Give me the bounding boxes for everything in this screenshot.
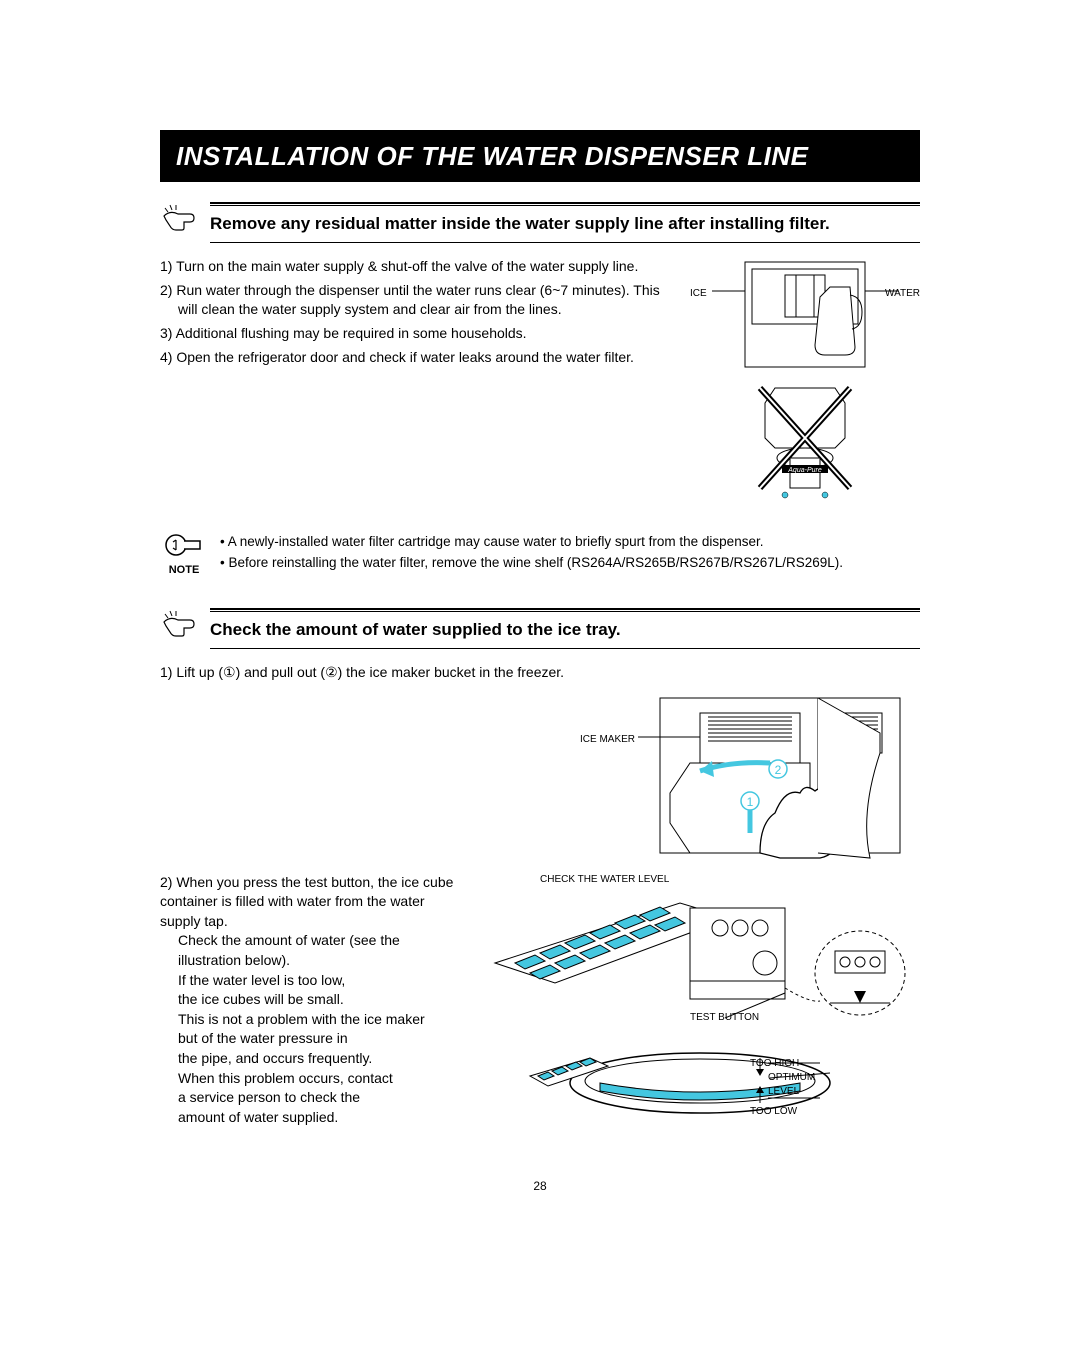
- test-button-label: TEST BUTTON: [690, 1011, 759, 1025]
- section1-body: 1) Turn on the main water supply & shut-…: [160, 257, 920, 503]
- page-title-bar: INSTALLATION OF THE WATER DISPENSER LINE: [160, 130, 920, 182]
- too-low-label: TOO LOW: [750, 1105, 797, 1119]
- filter-cross-icon: Aqua-Pure: [690, 383, 920, 503]
- too-high-label: TOO HIGH: [750, 1057, 799, 1071]
- note-row: NOTE • A newly-installed water filter ca…: [160, 533, 920, 578]
- step-item: 2) Run water through the dispenser until…: [160, 281, 670, 320]
- hand-point-icon: [160, 608, 200, 644]
- water-level-figure: CHECK THE WATER LEVEL: [470, 873, 920, 1139]
- check-level-label: CHECK THE WATER LEVEL: [540, 873, 669, 887]
- step2-body: If the water level is too low, the ice c…: [160, 971, 460, 1128]
- water-label: WATER: [885, 287, 920, 301]
- note-icon: NOTE: [160, 533, 208, 578]
- section2-step1: 1) Lift up (①) and pull out (②) the ice …: [160, 663, 920, 683]
- section1-header: Remove any residual matter inside the wa…: [160, 202, 920, 243]
- section1-heading: Remove any residual matter inside the wa…: [210, 212, 920, 243]
- step-item: 3) Additional flushing may be required i…: [160, 324, 670, 344]
- step2-lead: 2) When you press the test button, the i…: [160, 873, 460, 932]
- svg-text:Aqua-Pure: Aqua-Pure: [787, 467, 822, 474]
- section1-figure: ICE WATER Aqua-Pure: [690, 257, 920, 503]
- dispenser-icon: [690, 257, 920, 377]
- step2-check: Check the amount of water (see the illus…: [160, 931, 460, 970]
- section2-heading: Check the amount of water supplied to th…: [210, 618, 920, 649]
- section1-steps: 1) Turn on the main water supply & shut-…: [160, 257, 670, 367]
- icemaker-figure: ICE MAKER 2 1: [160, 693, 920, 863]
- note-text: • A newly-installed water filter cartrid…: [220, 533, 920, 575]
- note-line: • Before reinstalling the water filter, …: [220, 554, 920, 573]
- section2-step2: 2) When you press the test button, the i…: [160, 873, 920, 1139]
- svg-text:2: 2: [775, 763, 782, 777]
- optimum-label: OPTIMUM LEVEL: [768, 1071, 828, 1099]
- step-item: 4) Open the refrigerator door and check …: [160, 348, 670, 368]
- page-title: INSTALLATION OF THE WATER DISPENSER LINE: [176, 138, 904, 174]
- page-number: 28: [160, 1178, 920, 1195]
- hand-point-icon: [160, 202, 200, 238]
- section2-header: Check the amount of water supplied to th…: [160, 608, 920, 649]
- note-line: • A newly-installed water filter cartrid…: [220, 533, 920, 552]
- step-item: 1) Turn on the main water supply & shut-…: [160, 257, 670, 277]
- svg-text:1: 1: [747, 795, 754, 809]
- ice-label: ICE: [690, 287, 707, 301]
- note-label: NOTE: [160, 563, 208, 578]
- ice-maker-label: ICE MAKER: [580, 733, 635, 747]
